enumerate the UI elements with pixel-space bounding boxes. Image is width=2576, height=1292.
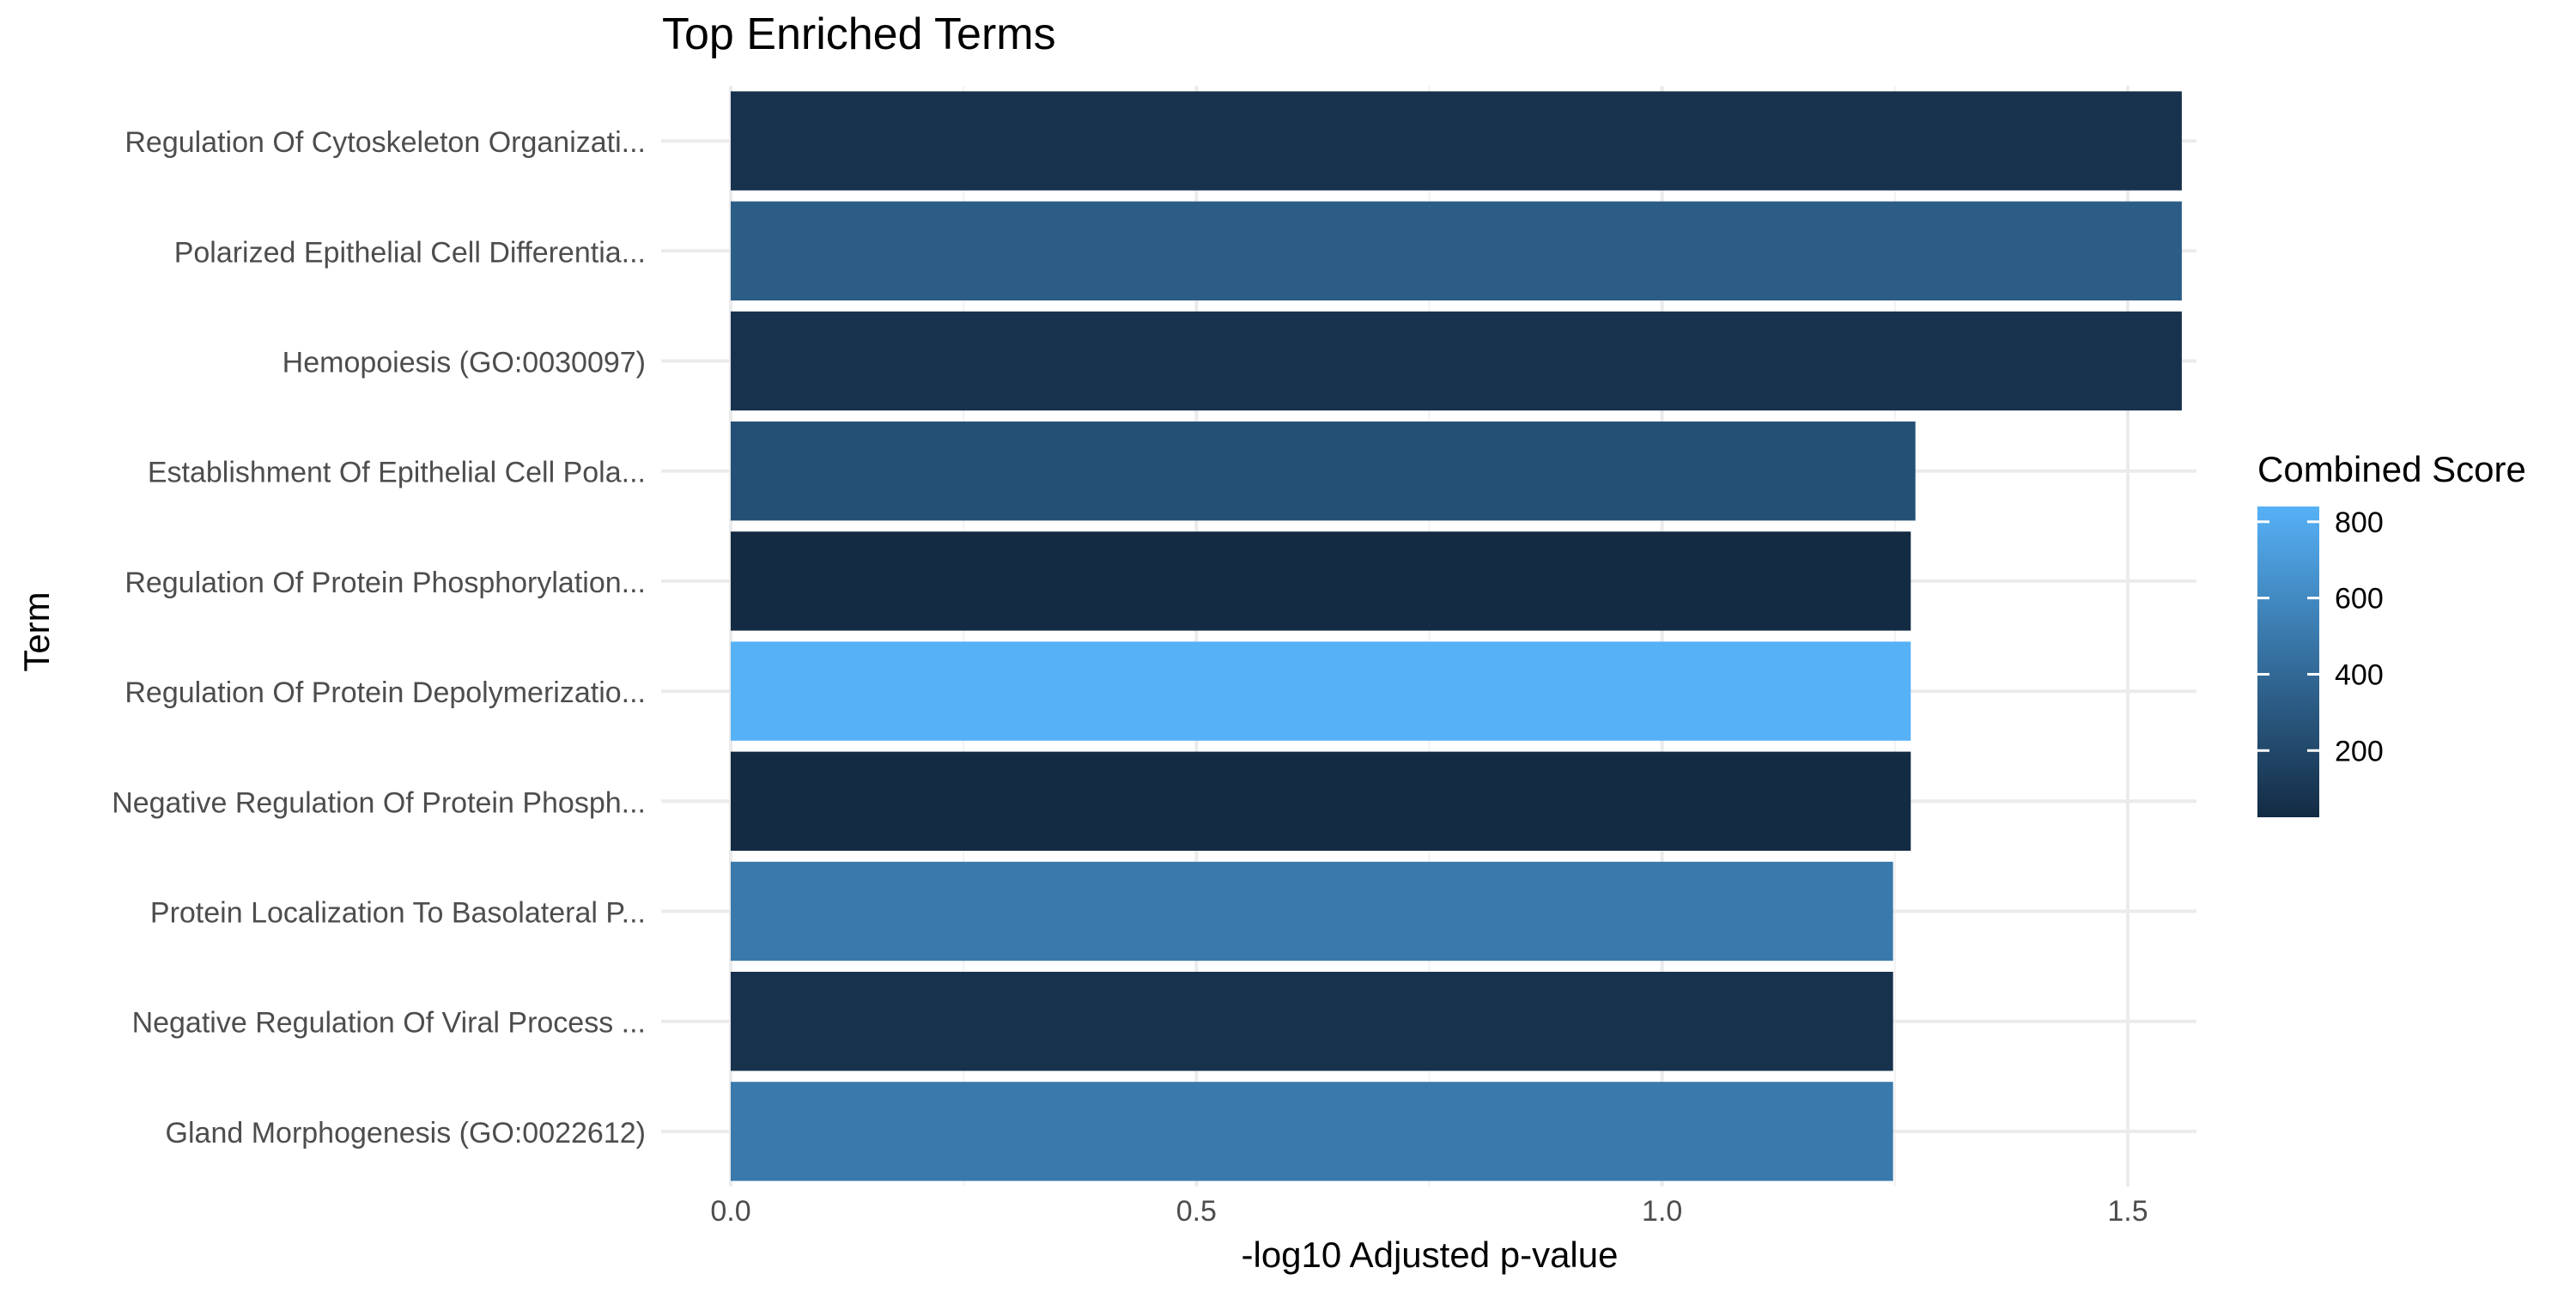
bar — [731, 751, 1911, 851]
y-tick-label: Hemopoiesis (GO:0030097) — [283, 347, 646, 379]
x-tick-label: 0.0 — [710, 1195, 750, 1228]
y-tick-label: Protein Localization To Basolateral P... — [150, 897, 646, 930]
bar — [731, 531, 1911, 631]
color-legend: Combined Score 200 400 600 800 — [2257, 449, 2526, 817]
x-tick-label: 0.5 — [1176, 1195, 1217, 1228]
bar — [731, 201, 2182, 300]
bar — [731, 91, 2182, 191]
y-tick-label: Establishment Of Epithelial Cell Pola... — [148, 457, 646, 489]
bar — [731, 422, 1916, 521]
y-tick-label: Gland Morphogenesis (GO:0022612) — [166, 1117, 646, 1149]
x-axis-title: -log10 Adjusted p-value — [1242, 1234, 1619, 1275]
bar — [731, 311, 2182, 411]
legend-tick-label: 400 — [2335, 658, 2384, 691]
x-tick-label: 1.0 — [1642, 1195, 1682, 1228]
x-tick-label: 1.5 — [2107, 1195, 2148, 1228]
y-tick-label: Negative Regulation Of Viral Process ... — [132, 1007, 646, 1040]
y-tick-label: Negative Regulation Of Protein Phosph... — [112, 786, 646, 819]
chart-title: Top Enriched Terms — [662, 9, 1056, 59]
y-tick-label: Regulation Of Protein Phosphorylation... — [125, 567, 646, 599]
y-tick-label: Regulation Of Cytoskeleton Organizati... — [125, 126, 646, 159]
legend-title: Combined Score — [2257, 449, 2526, 489]
bar — [731, 972, 1893, 1071]
bars-layer — [731, 91, 2182, 1181]
bar — [731, 861, 1893, 961]
legend-tick-label: 800 — [2335, 506, 2384, 539]
legend-tick-label: 200 — [2335, 735, 2384, 767]
y-axis-title: Term — [16, 591, 57, 671]
legend-colorbar — [2257, 506, 2319, 817]
y-tick-label: Polarized Epithelial Cell Differentia... — [174, 236, 646, 269]
y-tick-label: Regulation Of Protein Depolymerizatio... — [125, 676, 646, 709]
legend-ticks: 200 400 600 800 — [2257, 506, 2384, 767]
x-tick-labels: 0.0 0.5 1.0 1.5 — [710, 1195, 2148, 1228]
bar — [731, 1082, 1893, 1181]
legend-tick-label: 600 — [2335, 583, 2384, 616]
bar — [731, 641, 1911, 741]
y-tick-labels: Regulation Of Cytoskeleton Organizati...… — [112, 126, 646, 1149]
